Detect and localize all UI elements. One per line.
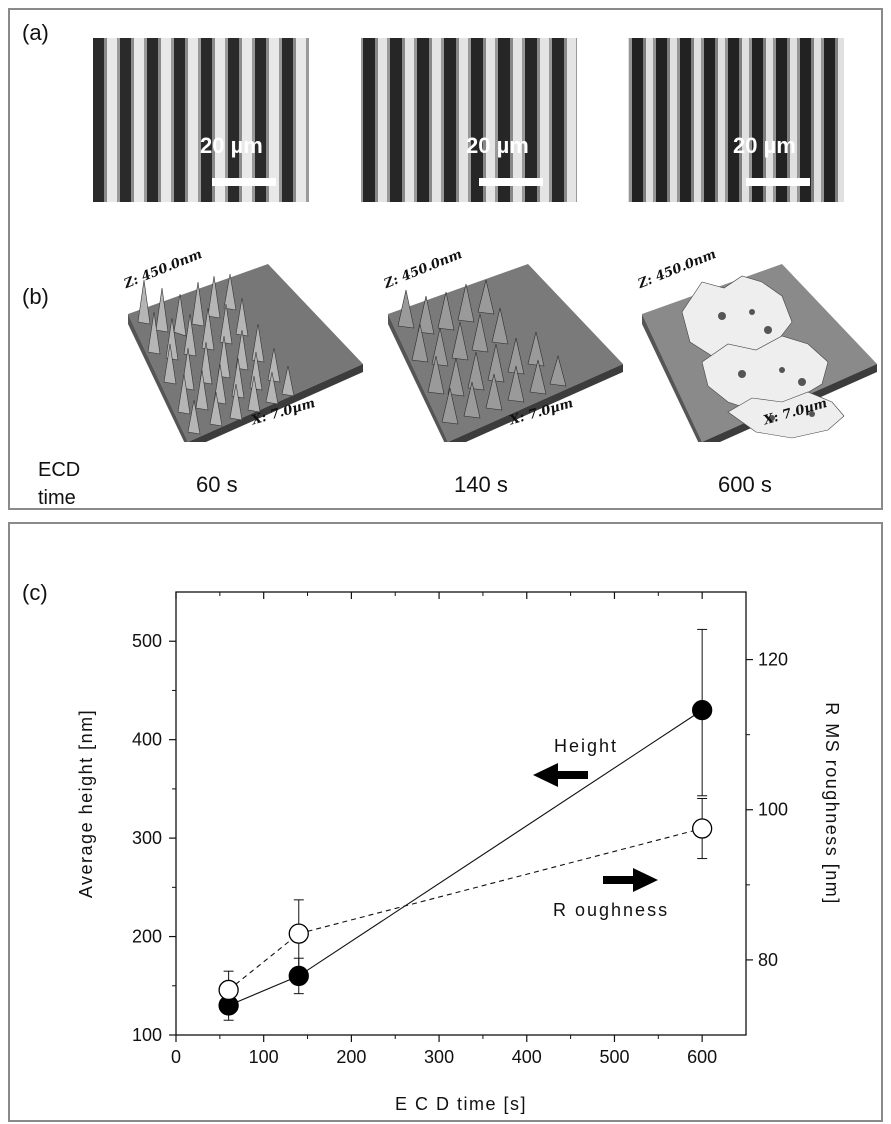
- stripe-image: [628, 38, 844, 202]
- y-left-tick-label: 400: [132, 730, 162, 750]
- panel-b-label: (b): [22, 284, 49, 309]
- y-right-tick-label: 80: [758, 950, 778, 970]
- y-left-tick-label: 300: [132, 828, 162, 848]
- time-label-600s: 600 s: [718, 472, 772, 497]
- data-point: [218, 979, 239, 1001]
- scale-bar-1: [212, 178, 276, 186]
- x-tick-label: 400: [512, 1047, 542, 1067]
- x-tick-label: 0: [171, 1047, 181, 1067]
- series-line-roughness: [228, 827, 703, 991]
- x-tick-label: 600: [687, 1047, 717, 1067]
- panel-a-label: (a): [22, 20, 49, 45]
- afm-surface-600s: [642, 264, 877, 442]
- micrograph-600s: [628, 38, 844, 202]
- y-left-axis-title: Average height [nm]: [76, 709, 96, 898]
- micrograph-60s: [93, 38, 309, 202]
- scale-bar-2: [479, 178, 543, 186]
- y-right-tick-label: 120: [758, 650, 788, 670]
- x-tick-label: 200: [336, 1047, 366, 1067]
- bottom-panel: [8, 522, 883, 1122]
- x-tick-label: 100: [249, 1047, 279, 1067]
- y-right-axis-title: R MS roughness [nm]: [822, 702, 842, 905]
- arrow-right-icon: [603, 868, 658, 892]
- scale-bar-3: [746, 178, 810, 186]
- time-label-140s: 140 s: [454, 472, 508, 497]
- data-point: [288, 965, 309, 987]
- ecd-label-line1: ECD: [38, 459, 81, 481]
- y-right-tick-label: 100: [758, 800, 788, 820]
- y-left-tick-label: 500: [132, 631, 162, 651]
- panel-c-label: (c): [22, 580, 48, 605]
- data-point: [692, 699, 713, 721]
- stripe-image: [361, 38, 577, 202]
- x-tick-label: 300: [424, 1047, 454, 1067]
- data-point: [692, 818, 713, 839]
- afm-surface-140s: [388, 264, 623, 442]
- stripe-image: [93, 38, 309, 202]
- y-left-tick-label: 200: [132, 927, 162, 947]
- afm-surface-60s: [128, 264, 363, 442]
- annotation-height: Height: [554, 736, 618, 756]
- ecd-time-label: ECD time: [38, 456, 108, 512]
- x-tick-label: 500: [599, 1047, 629, 1067]
- scale-label-2: 20 µm: [466, 133, 529, 158]
- y-left-tick-label: 100: [132, 1025, 162, 1045]
- series-line-height: [228, 709, 703, 1006]
- x-axis-title: E C D time [s]: [395, 1094, 527, 1114]
- scale-label-3: 20 µm: [733, 133, 796, 158]
- micrograph-140s: [361, 38, 577, 202]
- annotation-roughness: R oughness: [553, 900, 669, 920]
- data-point: [288, 923, 309, 944]
- plot-frame: [175, 591, 747, 1036]
- time-label-60s: 60 s: [196, 472, 238, 497]
- arrow-left-icon: [533, 763, 588, 787]
- ecd-label-line2: time: [38, 487, 76, 509]
- scale-label-1: 20 µm: [200, 133, 263, 158]
